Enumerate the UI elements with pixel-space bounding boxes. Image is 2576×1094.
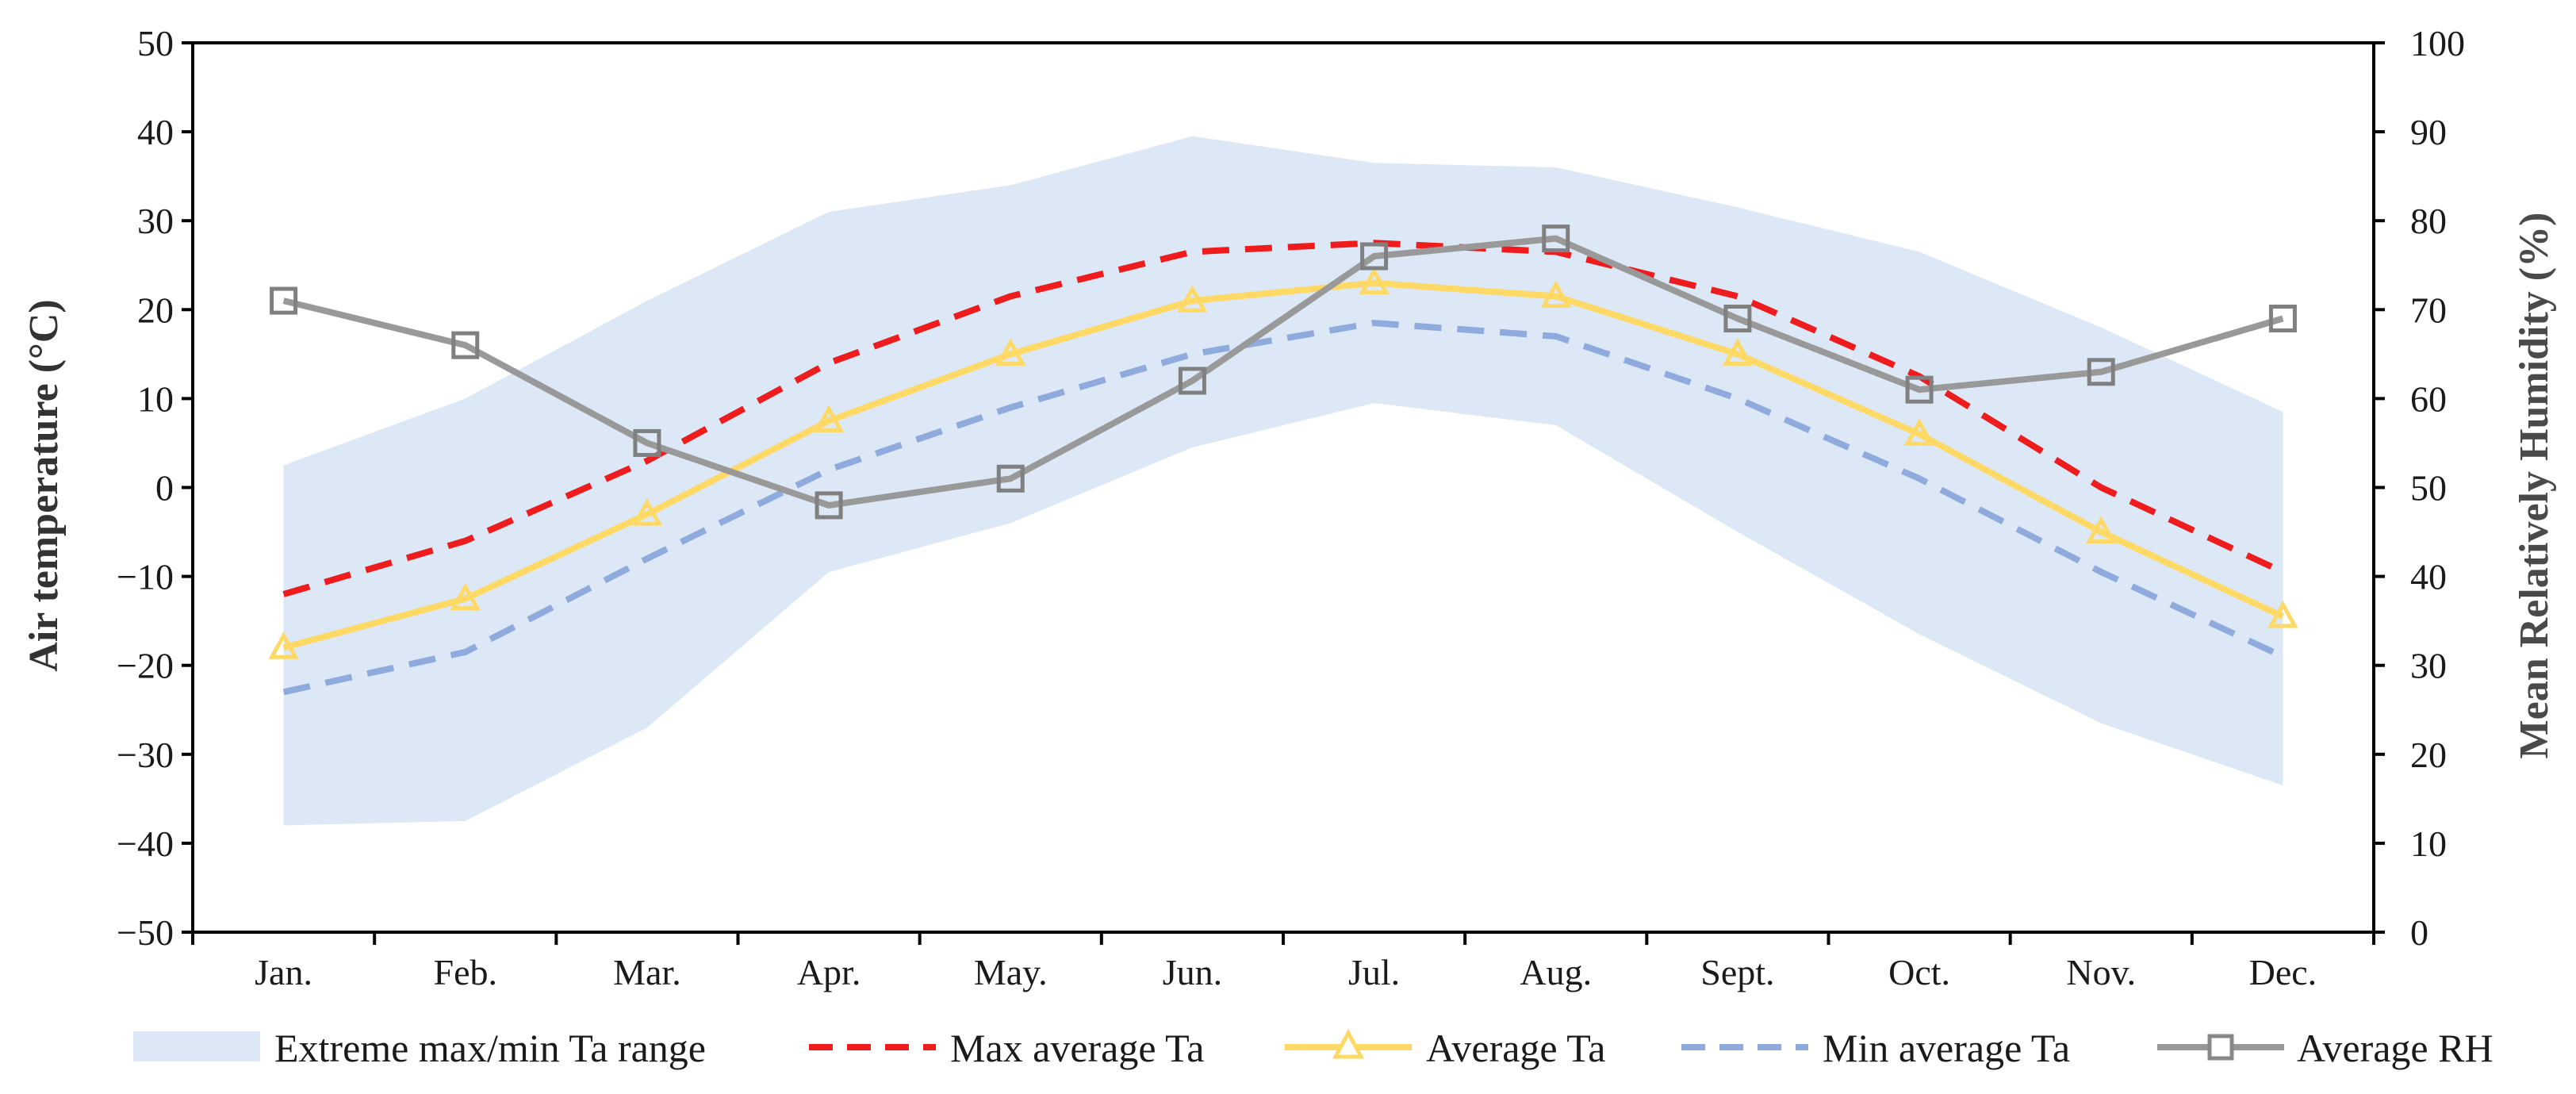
legend-label-avg: Average Ta — [1426, 1026, 1605, 1070]
legend-swatch-range — [133, 1031, 260, 1061]
tick-labels: 50403020100−10−20−30−40−5010090807060504… — [117, 23, 2465, 992]
line-average-ta — [282, 279, 2285, 651]
y-tick-label-left: −40 — [117, 823, 174, 864]
y-tick-label-right: 0 — [2410, 912, 2428, 953]
legend-label-rh: Average RH — [2297, 1026, 2494, 1070]
marker-average-rh — [1905, 375, 1934, 404]
marker-average-rh — [2268, 305, 2297, 333]
y-tick-label-right: 80 — [2410, 201, 2447, 241]
legend-square-icon — [2207, 1034, 2234, 1061]
marker-average-rh — [1178, 367, 1206, 395]
x-tick-label: Aug. — [1520, 952, 1592, 992]
marker-average-ta — [1722, 338, 1754, 366]
y-tick-label-right: 70 — [2410, 290, 2447, 330]
marker-average-rh — [451, 331, 480, 359]
marker-average-rh — [1542, 225, 1570, 253]
y-tick-label-right: 10 — [2410, 823, 2447, 864]
y-tick-label-right: 40 — [2410, 557, 2447, 597]
legend-label-range: Extreme max/min Ta range — [274, 1026, 706, 1070]
legend: Extreme max/min Ta range Max average Ta … — [133, 1026, 2494, 1070]
x-tick-label: Oct. — [1888, 952, 1950, 992]
y-tick-label-right: 60 — [2410, 378, 2447, 419]
y-tick-label-right: 50 — [2410, 468, 2447, 509]
marker-average-ta — [995, 338, 1026, 366]
line-min-average-ta — [282, 320, 2285, 696]
legend-label-max: Max average Ta — [950, 1026, 1204, 1070]
extreme-range-band — [283, 136, 2283, 826]
marker-average-ta — [450, 582, 481, 611]
x-tick-label: Dec. — [2249, 952, 2317, 992]
marker-average-ta — [2267, 600, 2298, 628]
marker-average-rh — [815, 491, 843, 520]
marker-average-ta — [2086, 516, 2117, 544]
marker-average-ta — [631, 497, 663, 526]
x-tick-label: Jan. — [255, 952, 312, 992]
marker-average-rh — [2087, 358, 2115, 386]
x-tick-label: Jul. — [1348, 952, 1400, 992]
marker-average-ta — [813, 405, 845, 432]
y-tick-label-left: −20 — [117, 646, 174, 686]
marker-average-rh — [996, 464, 1025, 493]
legend-triangle-icon — [1332, 1028, 1365, 1059]
marker-average-ta — [268, 631, 299, 659]
y-tick-label-right: 90 — [2410, 112, 2447, 152]
axes — [182, 41, 2385, 945]
y-tick-label-left: 30 — [137, 201, 174, 241]
x-tick-label: May. — [974, 952, 1048, 992]
marker-average-ta — [1540, 280, 1571, 308]
y-tick-label-right: 20 — [2410, 735, 2447, 775]
y-axis-title-left: Air temperature (°C) — [21, 299, 67, 671]
line-max-average-ta — [282, 240, 2285, 597]
x-tick-label: Jun. — [1163, 952, 1222, 992]
legend-label-min: Min average Ta — [1823, 1026, 2070, 1070]
marker-average-ta — [1177, 284, 1208, 313]
y-tick-label-left: −30 — [117, 735, 174, 775]
y-tick-label-left: 0 — [155, 468, 174, 509]
marker-average-rh — [270, 286, 298, 315]
line-average-rh — [282, 235, 2284, 509]
y-tick-label-left: −50 — [117, 912, 174, 953]
y-tick-label-left: −10 — [117, 557, 174, 597]
y-tick-label-left: 10 — [137, 378, 174, 419]
x-tick-label: Mar. — [613, 952, 681, 992]
marker-average-ta — [1359, 267, 1390, 295]
marker-average-rh — [1360, 242, 1389, 271]
y-tick-label-left: 40 — [137, 112, 174, 152]
x-tick-label: Sept. — [1700, 952, 1774, 992]
y-tick-label-right: 100 — [2410, 23, 2465, 63]
y-axis-title-right: Mean Relatively Humidity (%) — [2512, 213, 2557, 759]
y-tick-label-right: 30 — [2410, 646, 2447, 686]
series-markers — [268, 225, 2298, 659]
marker-average-ta — [1903, 418, 1935, 446]
y-tick-label-left: 50 — [137, 23, 174, 63]
series-lines — [282, 235, 2285, 696]
x-tick-label: Nov. — [2066, 952, 2136, 992]
y-tick-label-left: 20 — [137, 290, 174, 330]
marker-average-rh — [633, 428, 661, 457]
marker-average-rh — [1723, 305, 1752, 333]
extreme-range-area — [283, 136, 2283, 826]
x-tick-label: Feb. — [434, 952, 498, 992]
x-tick-label: Apr. — [797, 952, 861, 992]
